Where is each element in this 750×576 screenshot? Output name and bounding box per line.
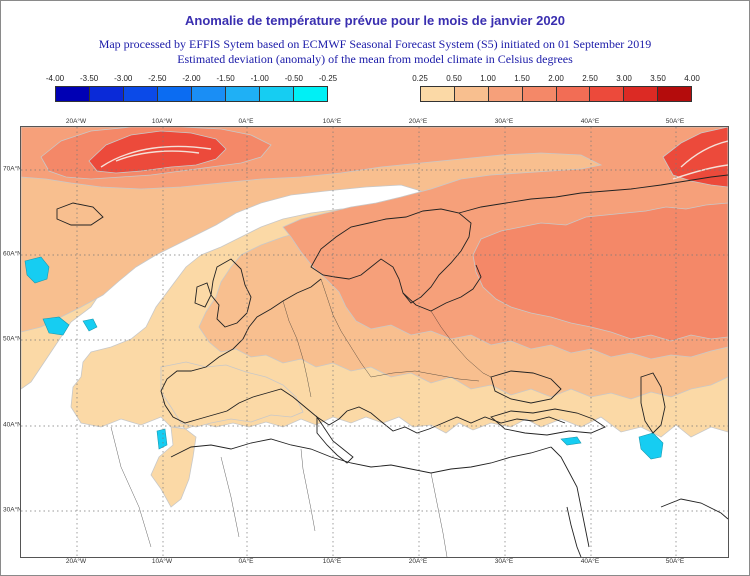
legend-positive-label: 1.50 [514,74,530,83]
lat-tick: 50A°N [3,335,22,343]
legend-negative-label: -3.00 [114,74,133,83]
contour-line [100,145,212,168]
legend-positive-label: 4.00 [684,74,700,83]
legend-negative-swatch [90,87,124,101]
legend-negative-labels: -4.00 -3.50 -3.00 -2.50 -2.00 -1.50 -1.00 -0.50… [46,74,337,86]
legend-positive-label: 2.00 [548,74,564,83]
legend-positive-label: 2.50 [582,74,598,83]
lat-tick: 40A°N [3,421,22,429]
graticule [21,127,728,557]
legend-negative-swatch [192,87,226,101]
legend-negative-swatches [55,86,328,102]
legend-negative-label: -2.50 [148,74,167,83]
legend-positive-labels: 0.25 0.50 1.00 1.50 2.00 2.50 3.00 3.50 4.00 [412,74,700,86]
negative-anomaly-patch [82,318,98,332]
lon-tick-bottom: 30A°E [494,558,514,565]
legend-positive-label: 1.00 [480,74,496,83]
contour-line [672,164,728,180]
legend-positive-swatch [590,87,625,101]
map-title: Anomalie de température prévue pour le m… [184,13,566,28]
legend-negative-label: -1.50 [216,74,235,83]
lon-tick-top: 50A°E [665,118,685,125]
legend-positive-swatch [488,87,523,101]
anomaly-map-canvas [21,127,728,557]
negative-anomaly-patch [24,256,50,284]
map-subtitle-source: Map processed by EFFIS Sytem based on EC… [98,37,652,51]
lon-tick-top: 20A°E [408,118,428,125]
lon-tick-top: 10A°W [151,118,173,125]
legend-negative-swatch [226,87,260,101]
legend-negative-label: -1.00 [250,74,269,83]
lon-tick-top: 0A°E [238,118,254,125]
contour-line [115,150,200,162]
legend-negative-swatch [158,87,192,101]
legend-positive-swatch [454,87,489,101]
anomaly-zone-1.5 [472,202,728,342]
map-subtitle-units: Estimated deviation (anomaly) of the mea… [177,52,573,66]
lon-tick-top: 30A°E [494,118,514,125]
legend-positive-swatch [522,87,557,101]
legend-negative-label: -0.50 [284,74,303,83]
legend-negative-label: -4.00 [45,74,65,83]
negative-anomaly-patch [560,436,582,446]
negative-anomaly-patch [156,428,168,450]
legend-positive-label: 0.50 [446,74,462,83]
anomaly-zone-0.25-south [160,361,304,428]
anomaly-map[interactable] [20,126,729,558]
legend-positive-swatches [420,86,692,102]
legend-positive-swatch [556,87,591,101]
contour-line [680,140,728,168]
lon-tick-bottom: 0A°E [238,558,254,565]
legend-negative: -4.00 -3.50 -3.00 -2.50 -2.00 -1.50 -1.00 -0.50… [46,74,337,102]
legend-negative-swatch [124,87,158,101]
lon-tick-top: 10A°E [322,118,342,125]
legend-positive-swatch [658,87,691,101]
lon-tick-bottom: 40A°E [580,558,600,565]
negative-anomaly-patch [42,316,70,336]
lon-tick-top: 40A°E [580,118,600,125]
legend-positive-swatch [421,87,455,101]
legend-negative-label: -0.25 [318,74,338,83]
lat-tick: 30A°N [3,506,22,514]
legend-positive-label: 3.50 [650,74,666,83]
lon-tick-bottom: 10A°W [151,558,173,565]
lat-tick: 60A°N [3,250,22,258]
lon-tick-top: 20A°W [65,118,87,125]
legend-positive: 0.25 0.50 1.00 1.50 2.00 2.50 3.00 3.50 4.00 [412,74,700,102]
legend-positive-label: 0.25 [412,74,428,83]
legend-negative-swatch [56,87,90,101]
lon-tick-bottom: 10A°E [322,558,342,565]
lon-tick-bottom: 20A°W [65,558,87,565]
lat-tick: 70A°N [3,165,22,173]
legend-negative-label: -2.00 [182,74,201,83]
legend-negative-label: -3.50 [80,74,99,83]
legend-positive-swatch [624,87,659,101]
lon-tick-bottom: 50A°E [665,558,685,565]
legend-positive-label: 3.00 [616,74,632,83]
legend-negative-swatch [260,87,294,101]
lon-tick-bottom: 20A°E [408,558,428,565]
country-borders [110,278,492,557]
legend-negative-swatch [294,87,327,101]
